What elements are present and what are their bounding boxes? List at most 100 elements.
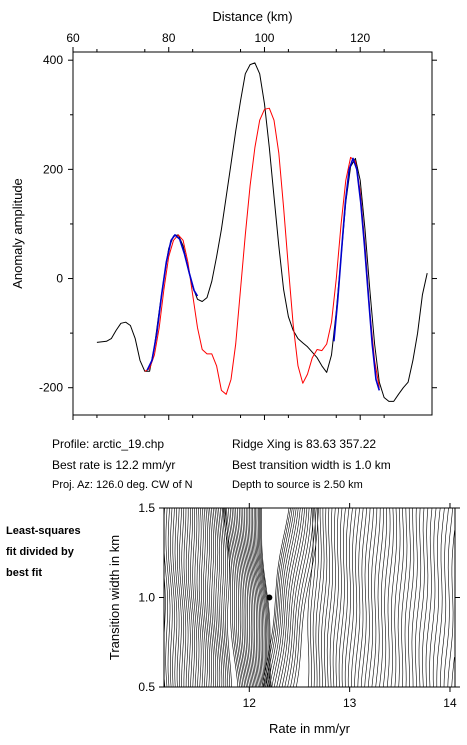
misfit-contour-line	[310, 507, 317, 688]
misfit-contour-line	[205, 507, 210, 688]
misfit-contour-line	[185, 508, 191, 688]
misfit-contour-line	[351, 507, 360, 688]
misfit-contour-line	[321, 507, 328, 688]
misfit-contour-line	[323, 507, 330, 688]
depth-to-source: Depth to source is 2.50 km	[232, 479, 363, 491]
misfit-contour-line	[265, 507, 293, 688]
misfit-contour-line	[293, 507, 317, 688]
misfit-contour-line	[371, 507, 381, 688]
contour-y-tick-label: 0.5	[138, 680, 155, 694]
projection-azimuth: Proj. Az: 126.0 deg. CW of N	[52, 479, 193, 491]
misfit-contour-line	[228, 507, 244, 688]
misfit-contour-line	[207, 507, 213, 688]
misfit-contour-line	[216, 507, 223, 688]
misfit-contour-line	[332, 507, 339, 688]
misfit-contour-line	[226, 507, 242, 688]
misfit-contour-line	[201, 507, 206, 688]
profile-x-tick-label: 80	[162, 31, 176, 45]
misfit-contour-line	[429, 507, 437, 688]
profile-x-axis-label: Distance (km)	[212, 9, 292, 24]
misfit-contour-line	[329, 507, 336, 688]
profile-curves	[96, 62, 428, 402]
misfit-contour-line	[238, 507, 253, 688]
profile-y-tick-label: -200	[39, 381, 63, 395]
misfit-contour-line	[212, 507, 219, 688]
misfit-contour-chart: 12 13 14 0.5 1.0 1.5 Rate in mm/yr Transition…	[107, 501, 460, 736]
contour-x-tick-label: 13	[343, 696, 357, 710]
misfit-contour-line	[284, 507, 310, 688]
misfit-contour-line	[214, 507, 221, 688]
misfit-contour-line	[242, 508, 256, 688]
misfit-contour-line	[229, 507, 246, 688]
contour-y-tick-label: 1.0	[138, 591, 155, 605]
misfit-contour-line	[360, 507, 371, 688]
misfit-contour-line	[335, 507, 343, 688]
misfit-contour-lines	[163, 507, 455, 688]
misfit-contour-line	[422, 507, 429, 688]
misfit-contour-line	[267, 507, 295, 688]
note-line-2: fit divided by	[6, 546, 74, 558]
profile-y-tick-label: 400	[43, 53, 63, 67]
misfit-contour-line	[170, 507, 175, 688]
misfit-contour-line	[194, 507, 200, 688]
misfit-contour-line	[247, 508, 260, 688]
fit-segment-line	[146, 234, 199, 371]
contour-y-axis-label: Transition width in km	[107, 535, 122, 660]
misfit-contour-line	[443, 507, 453, 688]
misfit-contour-line	[190, 507, 196, 688]
misfit-contour-line	[221, 507, 229, 688]
misfit-contour-line	[259, 508, 270, 688]
misfit-contour-line	[397, 507, 404, 688]
misfit-contour-line	[209, 507, 214, 688]
misfit-contour-line	[386, 507, 394, 688]
misfit-contour-line	[258, 507, 269, 688]
misfit-contour-line	[440, 507, 449, 687]
note-line-1: Least-squares	[6, 525, 81, 537]
profile-name: Profile: arctic_19.chp	[52, 437, 165, 451]
misfit-contour-line	[354, 507, 364, 688]
model-profile-line	[144, 107, 380, 395]
profile-y-axis-label: Anomaly amplitude	[10, 178, 25, 289]
misfit-contour-line	[276, 507, 303, 688]
misfit-contour-line	[290, 507, 315, 688]
misfit-contour-line	[165, 507, 171, 688]
misfit-contour-line	[179, 507, 184, 688]
misfit-contour-line	[192, 507, 198, 688]
fit-segment-line	[333, 157, 381, 391]
profile-x-tick-label: 60	[66, 31, 80, 45]
misfit-contour-line	[296, 507, 319, 688]
misfit-contour-line	[383, 507, 391, 688]
misfit-contour-line	[245, 508, 259, 688]
misfit-contour-line	[415, 507, 422, 688]
misfit-contour-line	[315, 508, 322, 688]
best-rate: Best rate is 12.2 mm/yr	[52, 458, 176, 472]
misfit-contour-line	[341, 507, 350, 688]
misfit-contour-line	[425, 507, 433, 688]
misfit-contour-line	[240, 507, 255, 688]
misfit-contour-line	[447, 530, 455, 688]
contour-x-axis-label: Rate in mm/yr	[269, 721, 351, 736]
misfit-contour-line	[211, 507, 217, 688]
profile-x-tick-label: 120	[350, 31, 370, 45]
misfit-contour-line	[188, 507, 193, 688]
misfit-contour-line	[244, 508, 258, 688]
misfit-contour-line	[167, 507, 173, 688]
misfit-contour-line	[271, 507, 299, 688]
misfit-contour-line	[172, 507, 178, 688]
misfit-contour-line	[281, 507, 308, 688]
contour-y-tick-label: 1.5	[138, 501, 155, 515]
misfit-contour-line	[196, 507, 202, 688]
misfit-contour-line	[218, 507, 225, 687]
misfit-contour-line	[418, 507, 425, 688]
profile-plot-frame	[72, 51, 433, 416]
misfit-contour-line	[237, 507, 252, 688]
misfit-contour-line	[252, 507, 264, 688]
misfit-contour-line	[318, 508, 325, 687]
profile-axis-ticks: 60 80 100 120 -200 0 200 400	[39, 31, 437, 420]
misfit-contour-line	[223, 507, 230, 688]
misfit-contour-line	[250, 508, 263, 688]
misfit-contour-line	[436, 507, 445, 687]
misfit-contour-line	[411, 507, 418, 688]
misfit-contour-line	[404, 507, 411, 688]
misfit-contour-line	[312, 507, 319, 688]
